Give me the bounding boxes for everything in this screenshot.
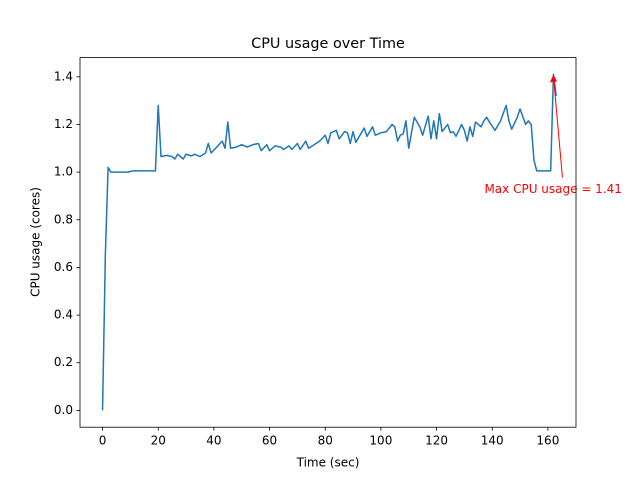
y-tick-label: 1.4 bbox=[54, 69, 73, 83]
x-tick-label: 40 bbox=[206, 434, 221, 448]
data-line bbox=[101, 73, 557, 411]
y-tick-label: 0.4 bbox=[54, 308, 73, 322]
x-tick-label: 0 bbox=[99, 434, 107, 448]
x-tick-label: 160 bbox=[536, 434, 559, 448]
x-tick-label: 120 bbox=[425, 434, 448, 448]
y-tick-label: 0.6 bbox=[54, 260, 73, 274]
y-tick-label: 0.0 bbox=[54, 403, 73, 417]
x-tick-label: 80 bbox=[318, 434, 333, 448]
y-tick-label: 1.2 bbox=[54, 117, 73, 131]
x-tick-label: 140 bbox=[481, 434, 504, 448]
x-tick-label: 100 bbox=[369, 434, 392, 448]
x-tick-label: 60 bbox=[262, 434, 277, 448]
annotation-arrow bbox=[552, 76, 563, 178]
y-tick-label: 0.2 bbox=[54, 355, 73, 369]
annotation-text: Max CPU usage = 1.41 bbox=[484, 182, 621, 196]
x-tick-label: 20 bbox=[151, 434, 166, 448]
y-axis-label: CPU usage (cores) bbox=[29, 187, 43, 297]
x-axis-label: Time (sec) bbox=[296, 456, 360, 470]
y-tick-label: 0.8 bbox=[54, 212, 73, 226]
chart-title: CPU usage over Time bbox=[251, 36, 405, 52]
plot-frame bbox=[79, 57, 577, 428]
annotation-arrowhead bbox=[549, 74, 557, 83]
y-tick-label: 1.0 bbox=[54, 165, 73, 179]
